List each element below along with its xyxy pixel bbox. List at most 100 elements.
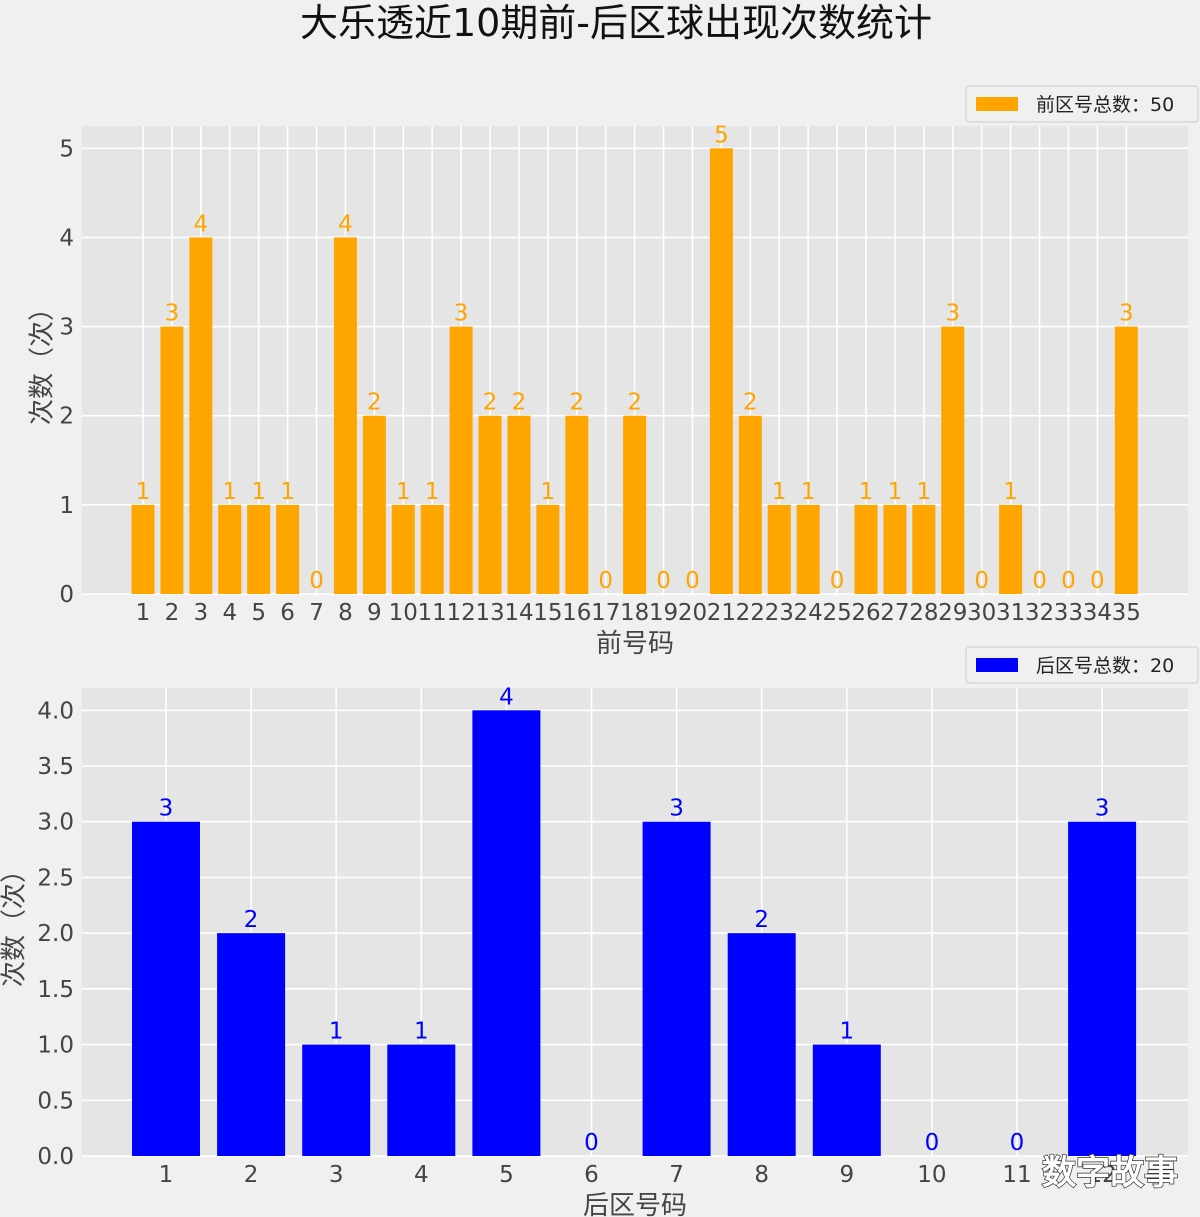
x-tick-label: 25 — [822, 600, 851, 626]
bar-value-label: 0 — [309, 568, 324, 594]
y-tick-label: 5 — [59, 136, 74, 162]
x-tick-label: 10 — [389, 600, 418, 626]
x-tick-label: 30 — [967, 600, 996, 626]
bar — [391, 504, 415, 594]
x-tick-label: 19 — [649, 600, 678, 626]
x-tick-label: 9 — [367, 600, 382, 626]
bar-value-label: 1 — [1003, 479, 1018, 505]
bar — [727, 933, 796, 1156]
bar-value-label: 3 — [454, 301, 469, 327]
bar-value-label: 0 — [1090, 568, 1105, 594]
x-tick-label: 31 — [996, 600, 1025, 626]
y-tick-label: 0.0 — [37, 1144, 74, 1170]
bar — [420, 504, 444, 594]
bar-value-label: 3 — [945, 301, 960, 327]
x-tick-label: 10 — [917, 1162, 946, 1188]
x-tick-label: 11 — [1002, 1162, 1031, 1188]
y-tick-label: 1.0 — [37, 1033, 74, 1059]
chart-title: 大乐透近10期前-后区球出现次数统计 — [300, 1, 932, 45]
legend-swatch — [976, 97, 1018, 111]
bar — [796, 504, 820, 594]
bar-value-label: 3 — [1119, 301, 1134, 327]
bar — [132, 821, 200, 1156]
x-tick-label: 2 — [244, 1162, 259, 1188]
x-tick-label: 8 — [754, 1162, 769, 1188]
bar-value-label: 2 — [483, 390, 498, 416]
bar-value-label: 3 — [669, 796, 684, 822]
bar — [883, 504, 907, 594]
bar — [912, 504, 936, 594]
bar — [999, 504, 1023, 594]
bar — [812, 1044, 881, 1156]
bar — [1114, 326, 1138, 594]
back-area-chart: 0.00.51.01.52.02.53.03.54.01 2 3 4 5 6 7 8 9 10 11… — [0, 646, 1199, 1217]
legend-swatch — [976, 658, 1018, 672]
legend: 后区号总数：20 — [965, 646, 1199, 684]
bar — [276, 504, 300, 594]
y-tick-label: 4 — [59, 225, 74, 251]
x-tick-label: 7 — [669, 1162, 684, 1188]
bar-value-label: 3 — [165, 301, 180, 327]
x-tick-label: 16 — [562, 600, 591, 626]
y-tick-label: 0 — [59, 582, 74, 608]
x-tick-label: 5 — [251, 600, 266, 626]
x-tick-label: 11 — [418, 600, 447, 626]
y-tick-label: 3.5 — [37, 754, 74, 780]
bar-value-label: 2 — [754, 907, 769, 933]
bar-value-label: 1 — [425, 479, 440, 505]
x-tick-label: 5 — [499, 1162, 514, 1188]
bar — [642, 821, 711, 1156]
x-axis-label: 后区号码 — [583, 1191, 687, 1217]
legend-entry: 后区号总数：20 — [1036, 655, 1174, 677]
bar-value-label: 1 — [888, 479, 903, 505]
x-tick-label: 35 — [1112, 600, 1141, 626]
x-tick-label: 28 — [909, 600, 938, 626]
x-tick-label: 3 — [329, 1162, 344, 1188]
legend-box — [965, 646, 1199, 684]
x-tick-label: 4 — [222, 600, 237, 626]
x-tick-label: 21 — [707, 600, 736, 626]
bar-value-label: 1 — [772, 479, 787, 505]
bar-value-label: 5 — [714, 122, 729, 148]
x-tick-label: 12 — [1087, 1162, 1116, 1188]
bar — [536, 504, 560, 594]
bar — [709, 148, 733, 595]
x-tick-label: 12 — [446, 600, 475, 626]
bar-value-label: 0 — [584, 1130, 599, 1156]
bar — [941, 326, 965, 594]
bar-value-label: 2 — [367, 390, 382, 416]
x-tick-label: 20 — [678, 600, 707, 626]
bar-value-label: 4 — [338, 211, 353, 237]
y-tick-label: 0.5 — [37, 1088, 74, 1114]
x-tick-label: 22 — [736, 600, 765, 626]
x-tick-label: 27 — [880, 600, 909, 626]
bar-value-label: 0 — [1010, 1130, 1025, 1156]
bar-value-label: 2 — [569, 390, 584, 416]
bar-value-label: 1 — [280, 479, 295, 505]
bar — [478, 415, 502, 594]
legend: 前区号总数：50 — [965, 85, 1199, 123]
bar — [854, 504, 878, 594]
x-tick-label: 18 — [620, 600, 649, 626]
bar — [1068, 821, 1137, 1156]
bar-value-label: 0 — [925, 1130, 940, 1156]
bar-value-label: 2 — [244, 907, 259, 933]
y-tick-label: 3.0 — [37, 810, 74, 836]
bar-value-label: 1 — [801, 479, 816, 505]
x-tick-label: 6 — [584, 1162, 599, 1188]
bar-value-label: 2 — [627, 390, 642, 416]
bar-value-label: 1 — [222, 479, 237, 505]
bar-value-label: 2 — [512, 390, 527, 416]
bar-value-label: 1 — [541, 479, 556, 505]
x-tick-label: 1 — [159, 1162, 174, 1188]
x-tick-label: 13 — [475, 600, 504, 626]
bar-value-label: 3 — [159, 796, 174, 822]
x-tick-label: 26 — [851, 600, 880, 626]
bar-value-label: 3 — [1095, 796, 1110, 822]
bar — [623, 415, 647, 594]
y-tick-label: 1.5 — [37, 977, 74, 1003]
y-axis-label: 次数（次） — [28, 295, 58, 425]
y-tick-label: 2 — [59, 404, 74, 430]
